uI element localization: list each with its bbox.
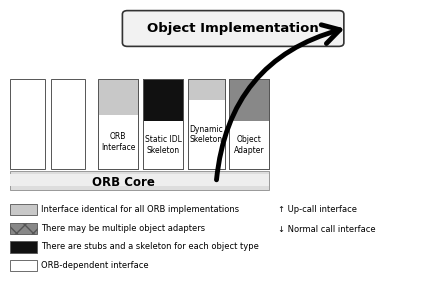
Text: There are stubs and a skeleton for each object type: There are stubs and a skeleton for each … (41, 243, 259, 251)
Bar (10, 171, 269, 190)
Bar (10, 79, 45, 169)
Bar (10, 174, 269, 186)
Text: Dynamic
Skeleton: Dynamic Skeleton (190, 125, 223, 144)
FancyArrowPatch shape (217, 25, 340, 180)
Text: ↓ Normal call interface: ↓ Normal call interface (277, 225, 375, 234)
Bar (10, 260, 37, 271)
Bar (98, 79, 138, 169)
Bar (143, 79, 183, 169)
Bar (229, 79, 269, 169)
FancyBboxPatch shape (123, 11, 344, 47)
Bar (188, 79, 225, 169)
Bar (10, 241, 37, 252)
Bar (50, 79, 85, 169)
Bar (10, 204, 37, 215)
Bar (98, 79, 138, 115)
Bar (229, 79, 269, 169)
Text: Object
Adapter: Object Adapter (234, 135, 264, 155)
Bar (188, 79, 225, 100)
Bar (188, 79, 225, 169)
Text: ORB
Interface: ORB Interface (101, 132, 135, 152)
Bar (143, 79, 183, 121)
Text: Object Implementation: Object Implementation (147, 22, 319, 35)
Bar (229, 79, 269, 121)
Text: There may be multiple object adapters: There may be multiple object adapters (41, 224, 205, 233)
Text: ORB Core: ORB Core (92, 176, 155, 189)
Bar (10, 223, 37, 234)
Text: ORB-dependent interface: ORB-dependent interface (41, 261, 149, 270)
Text: Interface identical for all ORB implementations: Interface identical for all ORB implemen… (41, 205, 240, 214)
Bar (98, 79, 138, 169)
Text: ↑ Up-call interface: ↑ Up-call interface (277, 205, 357, 214)
Text: Static IDL
Skeleton: Static IDL Skeleton (145, 135, 181, 155)
Bar (143, 79, 183, 169)
